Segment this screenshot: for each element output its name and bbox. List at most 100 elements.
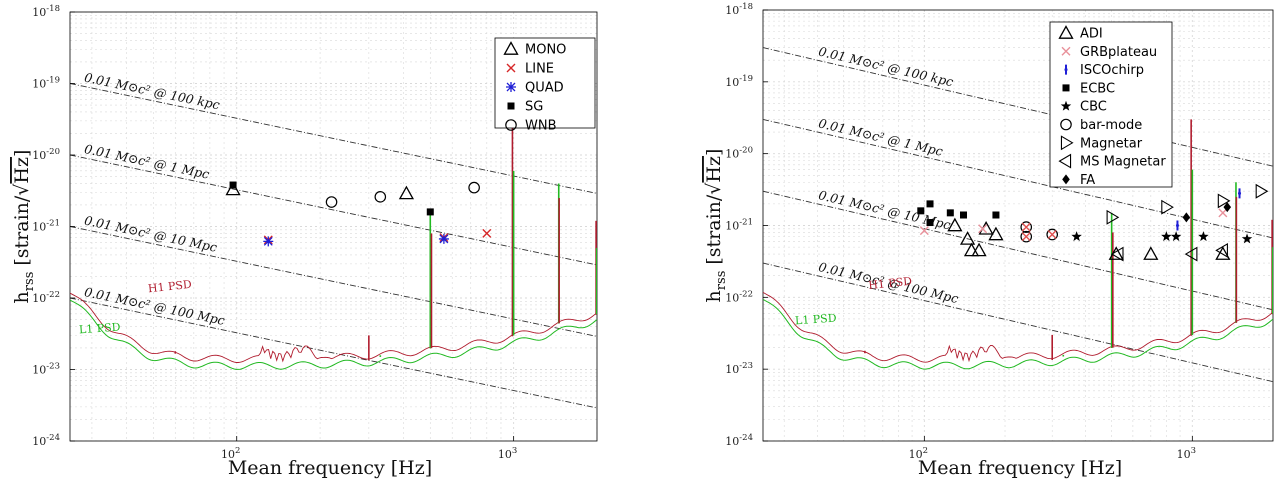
legend-marker: [1060, 135, 1074, 151]
guide-line: [763, 118, 1273, 239]
guide-line: [70, 226, 597, 337]
h1-psd-label: H1 PSD: [147, 278, 192, 296]
h1-psd-curve: [70, 292, 597, 363]
point-ecbc: [960, 211, 968, 219]
data-points: [917, 183, 1269, 262]
point-cbc: [1161, 231, 1172, 242]
point-ms-magnetar: [1215, 242, 1228, 258]
guide-line-label: 0.01 M⊙c² @ 1 Mpc: [817, 115, 944, 158]
legend: MONO LINE QUAD SG WNB: [494, 37, 596, 134]
point-wnb: [468, 181, 480, 194]
h1-psd-curve: [763, 292, 1273, 363]
legend-marker: [1061, 46, 1071, 56]
legend-marker: [506, 82, 516, 92]
point-grbplateau: [978, 224, 988, 234]
point-cbc: [1241, 233, 1253, 244]
guide-line: [763, 190, 1273, 311]
legend-label: ECBC: [1080, 81, 1115, 96]
point-adi: [988, 226, 1004, 241]
point-ecbc: [926, 200, 934, 208]
point-overlay: [1047, 229, 1057, 239]
point-iscochirp: [1175, 220, 1179, 231]
point-adi: [1143, 246, 1159, 260]
guide-line: [70, 83, 597, 194]
y-tick-label: 10-20: [725, 146, 753, 161]
point-magnetar: [1161, 199, 1174, 215]
legend-marker: [1058, 25, 1074, 39]
point-adi: [959, 231, 976, 245]
y-tick-label: 10-21: [32, 219, 60, 234]
psd-curves: [70, 120, 597, 370]
x-tick-label: 102: [221, 446, 240, 461]
legend-label: QUAD: [525, 81, 564, 96]
l1-psd-curve: [763, 298, 1273, 370]
point-iscochirp: [1238, 188, 1242, 199]
y-axis-label: hrss[strain/√Hz]: [11, 150, 37, 304]
guide-lines: [70, 83, 597, 409]
point-magnetar: [1217, 193, 1231, 209]
guide-line-label: 0.01 M⊙c² @ 100 kpc: [83, 70, 221, 113]
legend-marker: [1064, 64, 1068, 75]
guide-lines: [763, 47, 1273, 383]
point-sg: [229, 181, 237, 189]
legend-marker: [506, 63, 516, 73]
psd-curves: [763, 119, 1273, 370]
guide-line: [70, 297, 597, 409]
point-overlay: [1021, 232, 1031, 242]
legend-label: SG: [525, 100, 543, 115]
legend-label: GRBplateau: [1080, 45, 1157, 60]
y-axis-label: hrss[strain/√Hz]: [703, 149, 729, 303]
point-bar-mode: [1020, 230, 1033, 243]
x-axis-label: Mean frequency [Hz]: [228, 457, 432, 479]
legend-marker: [1062, 174, 1070, 185]
point-grbplateau: [919, 226, 929, 236]
legend-marker: [505, 119, 517, 131]
l1-psd-curve: [70, 299, 597, 370]
point-mono: [398, 185, 415, 200]
point-magnetar: [1255, 183, 1269, 199]
guide-line: [763, 262, 1273, 383]
point-fa: [1223, 202, 1232, 213]
x-tick-label: 103: [1177, 446, 1196, 461]
point-wnb: [325, 196, 338, 208]
point-ecbc: [992, 211, 1000, 219]
legend-marker: [1060, 118, 1072, 131]
legend-marker: [1062, 84, 1070, 92]
legend: ADI GRBplateau ISCOchirp ECBC CBC bar-mode Mag…: [1049, 21, 1173, 188]
legend-label: FA: [1080, 173, 1095, 188]
y-tick-label: 10-24: [725, 433, 753, 448]
data-points: [225, 181, 492, 247]
y-tick-label: 10-19: [32, 76, 60, 91]
x-tick-label: 103: [498, 446, 517, 461]
point-wnb: [374, 191, 387, 203]
legend-label: MS Magnetar: [1080, 155, 1166, 170]
point-ms-magnetar: [1110, 246, 1124, 262]
y-tick-label: 10-22: [725, 289, 753, 304]
y-tick-label: 10-23: [725, 361, 753, 376]
grid: [763, 10, 1273, 441]
guide-line: [763, 47, 1273, 167]
point-adi: [1215, 246, 1231, 260]
y-tick-label: 10-19: [725, 74, 753, 89]
point-line: [482, 228, 492, 238]
legend-marker: [507, 102, 515, 110]
point-ecbc: [946, 209, 954, 217]
x-axis-label: Mean frequency [Hz]: [918, 457, 1122, 479]
guide-line-label: 0.01 M⊙c² @ 100 kpc: [817, 44, 955, 90]
point-quad: [438, 233, 449, 244]
y-tick-label: 10-24: [32, 433, 60, 448]
l1-psd-label: L1 PSD: [795, 312, 838, 328]
point-bar-mode: [1020, 221, 1033, 233]
point-adi: [947, 217, 963, 232]
point-cbc: [1170, 231, 1182, 242]
guide-line: [70, 154, 597, 266]
point-fa: [1182, 212, 1191, 223]
legend-label: ISCOchirp: [1080, 63, 1144, 78]
point-adi: [971, 242, 987, 257]
point-cbc: [1198, 231, 1209, 242]
point-mono: [225, 181, 241, 196]
legend-label: Magnetar: [1080, 136, 1143, 151]
